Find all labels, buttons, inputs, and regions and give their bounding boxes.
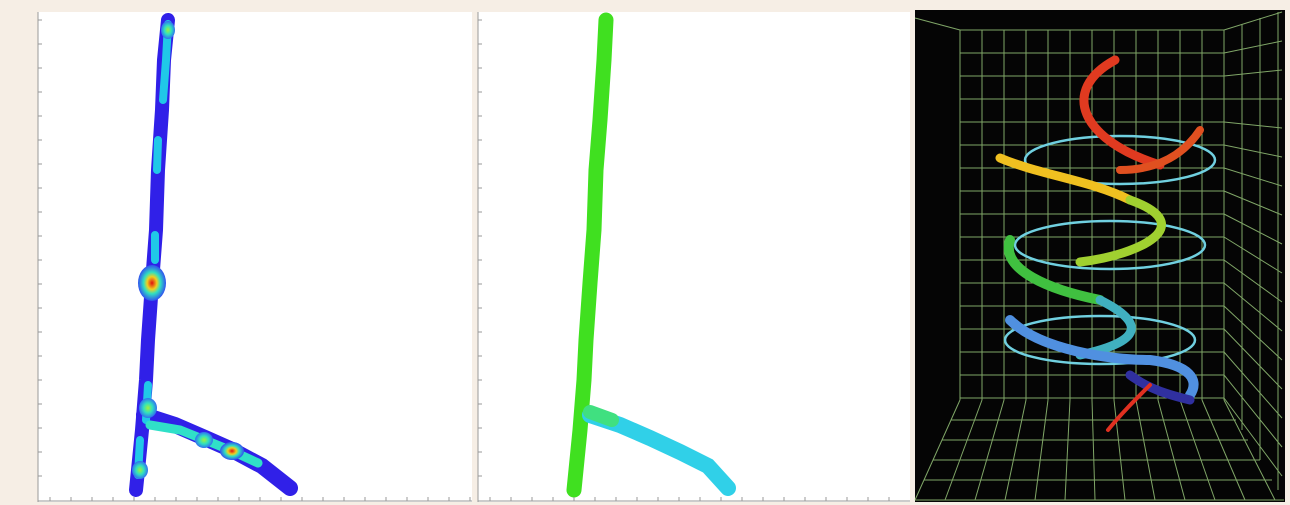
grid-line [1223, 374, 1283, 448]
grid-line [1223, 282, 1283, 332]
helix-points [1075, 295, 1136, 360]
grid-line [1201, 399, 1246, 501]
helix-panel [914, 10, 1285, 502]
helix-ring [1013, 219, 1207, 271]
grid-3d [914, 11, 1284, 501]
ticks [38, 19, 471, 501]
cluster-trunk [566, 12, 614, 498]
grid-line [1223, 328, 1283, 390]
grid-line [944, 399, 983, 501]
grid-line [1113, 399, 1126, 501]
density-blob [195, 432, 213, 448]
grid-line [1223, 40, 1283, 54]
cluster-panel [477, 12, 910, 502]
panel-background [38, 12, 472, 502]
grid-line [1157, 399, 1186, 501]
ticks [478, 19, 890, 501]
helix-tail [1106, 383, 1152, 432]
grid-line [974, 399, 1005, 501]
grid-line [1223, 144, 1283, 158]
helix-points [1005, 315, 1199, 400]
grid-line [1223, 236, 1283, 274]
helix-points [1079, 55, 1165, 170]
grid-line [1034, 399, 1049, 501]
grid-line [1135, 399, 1156, 501]
density-blob [132, 461, 148, 479]
grid-line [914, 17, 961, 31]
grid-line [1223, 167, 1283, 187]
density-peak [138, 265, 166, 301]
grid-line [1004, 399, 1027, 501]
grid-line [1223, 11, 1283, 31]
grid-line [1223, 399, 1276, 501]
density-panel [37, 12, 472, 502]
grid-line [1223, 351, 1283, 419]
grid-line [914, 399, 961, 501]
helix-points [1003, 235, 1105, 305]
grid-line [1223, 190, 1283, 216]
density-blob [161, 21, 175, 39]
grid-line [1179, 399, 1216, 501]
helix-points [1125, 370, 1195, 405]
grid-line [1223, 259, 1283, 303]
helix-points [1116, 126, 1204, 174]
panel-background [478, 12, 910, 502]
grid-line [1064, 399, 1071, 501]
density-mid [134, 20, 172, 479]
grid-line [1091, 399, 1096, 501]
density-blob [139, 398, 157, 418]
grid-line [1223, 121, 1283, 129]
helix-ring [1023, 134, 1217, 186]
helix-points [1075, 195, 1166, 267]
grid-line [1223, 213, 1283, 245]
helix-points [995, 153, 1135, 205]
grid-line [1223, 69, 1283, 77]
cluster-join [583, 405, 619, 427]
helix-ring [1003, 314, 1197, 366]
grid-line [1223, 397, 1283, 477]
grid-line [1223, 305, 1283, 361]
density-peak [220, 442, 244, 460]
